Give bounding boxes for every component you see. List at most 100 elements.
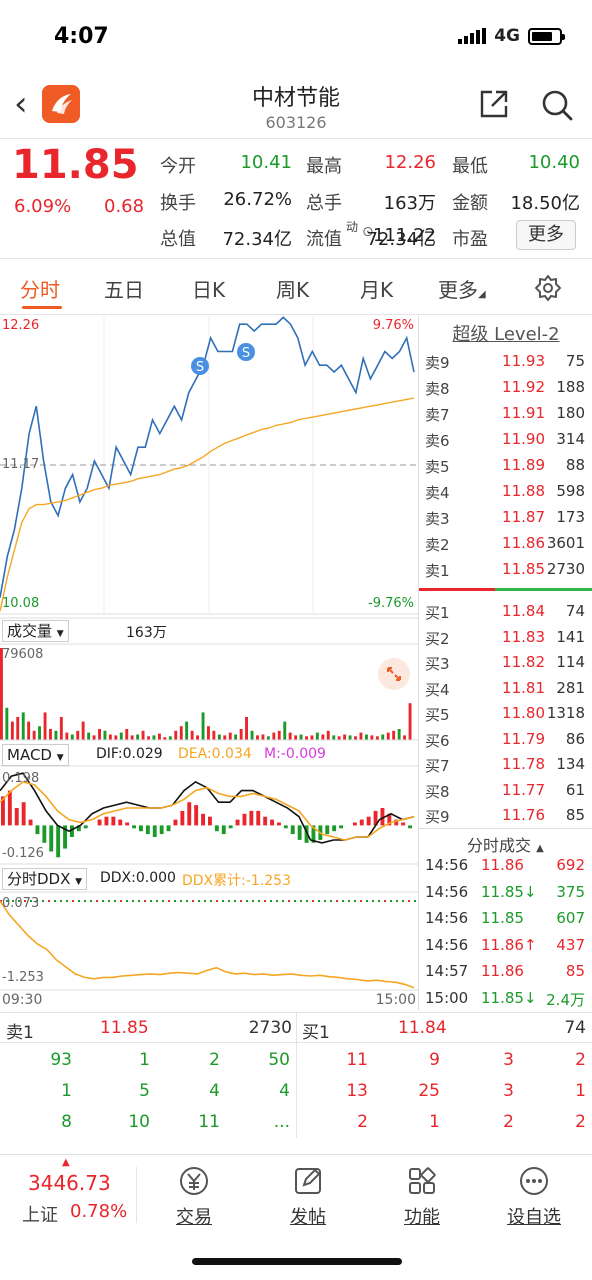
share-icon[interactable] bbox=[478, 88, 510, 120]
volume-bar bbox=[158, 733, 161, 740]
bid-row[interactable]: 买4 11.81 281 bbox=[419, 675, 592, 701]
volume-bar bbox=[337, 736, 341, 740]
buy-sell-marker[interactable] bbox=[237, 343, 255, 361]
back-chevron-icon[interactable]: ‹ bbox=[14, 84, 28, 124]
ddx-bar bbox=[222, 900, 224, 902]
ask-row[interactable]: 卖6 11.90 314 bbox=[419, 426, 592, 452]
nav-function[interactable]: 功能 bbox=[382, 1163, 462, 1229]
volume-bar bbox=[119, 732, 123, 740]
sell-queue-order: 10 bbox=[128, 1112, 150, 1132]
ddx-bar bbox=[366, 900, 368, 902]
trade-markers: SS bbox=[191, 343, 255, 375]
volume-bar bbox=[305, 736, 308, 740]
ticks-title-label: 分时成交 bbox=[467, 836, 532, 855]
macd-indicator-select[interactable]: MACD ▼ bbox=[2, 744, 69, 766]
volume-bar bbox=[114, 735, 118, 740]
ddx-bar bbox=[378, 900, 380, 902]
volume-bar bbox=[403, 735, 406, 740]
bid-row[interactable]: 买3 11.82 114 bbox=[419, 649, 592, 675]
ask-label: 卖9 bbox=[425, 354, 450, 372]
ask-row[interactable]: 卖9 11.93 75 bbox=[419, 348, 592, 374]
bid-row[interactable]: 买1 11.84 74 bbox=[419, 598, 592, 624]
pe-info-icon[interactable]: ⊙ bbox=[362, 224, 374, 240]
order-queue: 卖1 11.85 2730 买1 11.84 74 93 1 2 50 1 5 4 4 8 10 11... 11… bbox=[0, 1012, 592, 1138]
buy-queue-order: 9 bbox=[429, 1050, 440, 1070]
volume-bar bbox=[245, 717, 248, 740]
bid-row[interactable]: 买7 11.78 134 bbox=[419, 751, 592, 777]
ddx-bar bbox=[396, 900, 398, 902]
ddx-bar bbox=[414, 900, 416, 902]
bid-volume: 1318 bbox=[546, 704, 585, 722]
bid-row[interactable]: 买5 11.80 1318 bbox=[419, 700, 592, 726]
edit-post-icon bbox=[295, 1168, 321, 1194]
macd-bar bbox=[21, 802, 26, 826]
volume-bar bbox=[190, 730, 194, 740]
macd-bar bbox=[63, 825, 67, 849]
quote-field-label: 今开 bbox=[160, 156, 196, 177]
ask-row[interactable]: 卖7 11.91 180 bbox=[419, 400, 592, 426]
battery-icon bbox=[528, 27, 565, 45]
more-quote-button[interactable]: 更多 bbox=[516, 220, 576, 250]
average-price-line bbox=[0, 397, 415, 612]
ddx-indicator-select[interactable]: 分时DDX ▼ bbox=[2, 868, 88, 890]
home-indicator[interactable] bbox=[192, 1258, 402, 1265]
volume-bar bbox=[141, 730, 145, 740]
ask-label: 卖4 bbox=[425, 484, 450, 502]
ddx-bar bbox=[228, 900, 230, 902]
search-icon[interactable] bbox=[540, 88, 574, 122]
bid-price: 11.82 bbox=[502, 653, 545, 671]
ask-price: 11.90 bbox=[502, 430, 545, 448]
ask-row[interactable]: 卖2 11.86 3601 bbox=[419, 530, 592, 556]
ask-volume: 88 bbox=[565, 456, 585, 474]
tab-monthly-k[interactable]: 月K bbox=[360, 278, 394, 302]
tick-price: 11.85 bbox=[481, 909, 524, 927]
ticks-title[interactable]: 分时成交 ▲ bbox=[467, 836, 544, 855]
index-up-arrow-icon: ▲ bbox=[62, 1157, 70, 1168]
ddx-bar bbox=[198, 900, 200, 902]
tab-daily-k[interactable]: 日K bbox=[192, 278, 226, 302]
bid-row[interactable]: 买8 11.77 61 bbox=[419, 777, 592, 803]
ask-label: 卖8 bbox=[425, 380, 450, 398]
ask-row[interactable]: 卖3 11.87 173 bbox=[419, 504, 592, 530]
volume-indicator-select[interactable]: 成交量 ▼ bbox=[2, 620, 69, 642]
ddx-bar bbox=[348, 900, 350, 902]
macd-bar bbox=[201, 813, 205, 826]
buy-sell-marker[interactable] bbox=[191, 357, 209, 375]
bid-row[interactable]: 买9 11.76 85 bbox=[419, 802, 592, 828]
bid-row[interactable]: 买2 11.83 141 bbox=[419, 624, 592, 650]
ddx-bar bbox=[324, 900, 326, 902]
tab-five-day[interactable]: 五日 bbox=[104, 278, 144, 302]
ask-row[interactable]: 卖1 11.85 2730 bbox=[419, 556, 592, 582]
bid-price: 11.77 bbox=[502, 780, 545, 799]
tab-intraday[interactable]: 分时 bbox=[20, 278, 60, 302]
quote-field-label: 最高 bbox=[306, 156, 342, 177]
ask-row[interactable]: 卖5 11.89 88 bbox=[419, 452, 592, 478]
bid-row[interactable]: 买6 11.79 86 bbox=[419, 726, 592, 752]
quote-field-value: 12.26 bbox=[384, 152, 436, 173]
nav-watchlist[interactable]: 设自选 bbox=[494, 1163, 574, 1229]
expand-chart-icon[interactable] bbox=[378, 658, 410, 690]
tab-more[interactable]: 更多◢ bbox=[438, 278, 486, 302]
ddx-bar bbox=[246, 900, 248, 902]
volume-bar bbox=[212, 730, 216, 740]
buy-queue-order: 11 bbox=[346, 1050, 368, 1070]
ask-row[interactable]: 卖4 11.88 598 bbox=[419, 478, 592, 504]
tick-row: 14:57 11.86 85 bbox=[419, 958, 592, 984]
settings-gear-icon[interactable] bbox=[534, 274, 562, 302]
ask-row[interactable]: 卖8 11.92 188 bbox=[419, 374, 592, 400]
ddx-bar bbox=[72, 900, 74, 902]
sell-queue-order: 1 bbox=[61, 1081, 72, 1101]
buy-queue-order: 3 bbox=[503, 1081, 514, 1101]
volume-bar bbox=[321, 734, 325, 740]
ddx-bar bbox=[402, 900, 404, 902]
index-value[interactable]: 3446.73 bbox=[28, 1171, 111, 1195]
ddx-bar bbox=[102, 900, 104, 902]
last-price: 11.85 bbox=[12, 142, 139, 188]
volume-bar bbox=[98, 729, 101, 740]
price-axis-mid: 11.17 bbox=[2, 457, 40, 472]
nav-post[interactable]: 发帖 bbox=[268, 1163, 348, 1229]
tab-weekly-k[interactable]: 周K bbox=[276, 278, 310, 302]
level2-title[interactable]: 超级 Level-2 bbox=[452, 324, 560, 345]
nav-trade[interactable]: 交易 bbox=[154, 1163, 234, 1229]
